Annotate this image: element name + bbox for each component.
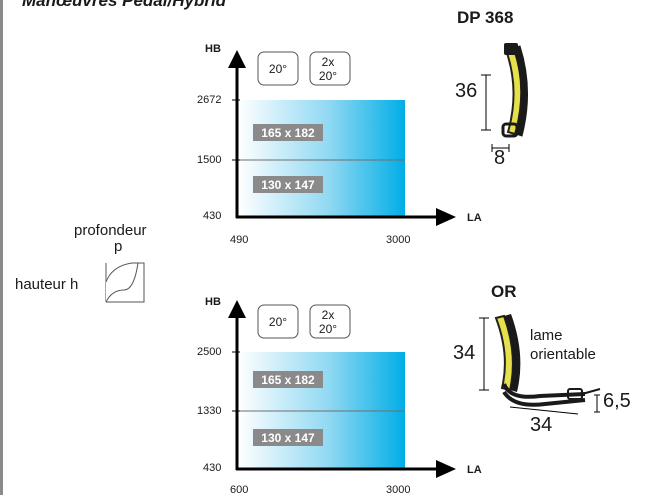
profile-dp368-height: 36 [455,80,478,102]
chart-1-badge-20b-text: 20° [319,69,337,83]
profile-or-height: 34 [453,342,476,364]
chart-2: 20° 2x 20° 165 x 182 130 x 147 [228,300,456,478]
dp368-top-hook [504,43,518,55]
dp368-bottom-hook [501,122,519,138]
chart-2-y-axis-label: HB [205,296,221,308]
chart-1-badge-20-text: 20° [269,62,287,76]
chart-1-zone-label-top-bg [253,124,323,141]
chart-1-zone-label-bottom-bg [253,176,323,193]
chart-1-zone-label-bottom: 130 x 147 [261,178,315,192]
or-slat-foot [502,383,586,399]
chart-2-zone-label-bottom: 130 x 147 [261,431,315,445]
chart-1: 20° 2x 20° 165 x 182 130 x 147 [228,50,456,226]
chart-2-badge-2x-text: 2x [322,308,335,322]
chart-1-x-arrow [436,208,456,226]
chart-2-x-tick-end: 3000 [386,484,411,496]
chart-1-y-tick-mid: 1500 [197,154,222,166]
profile-or-note-line1: lame [530,327,563,344]
or-width-dim-line [509,406,579,415]
chart-1-y-tick-top: 2672 [197,94,222,106]
chart-2-zone-label-top-bg [253,371,323,388]
profile-or-note-line2: orientable [530,346,596,363]
profile-or-drawing [479,314,601,415]
profile-or-title: OR [491,282,517,301]
chart-2-zone-label-top: 165 x 182 [261,373,315,387]
chart-1-badge-2x20: 2x 20° [309,51,351,86]
chart-2-x-tick-start: 600 [230,484,249,496]
chart-1-x-tick-start: 490 [230,234,249,246]
profile-or-width: 34 [530,414,553,436]
chart-2-x-axis-label: LA [467,464,482,476]
or-slat-dark [504,314,521,392]
chart-1-x-axis-label: LA [467,212,482,224]
chart-1-zone-label-top: 165 x 182 [261,126,315,140]
profile-dp368-width: 8 [494,147,506,169]
chart-2-y-tick-top: 2500 [197,346,222,358]
chart-1-x-tick-end: 3000 [386,234,411,246]
chart-2-zone-label-bottom-bg [253,429,323,446]
chart-1-zone [238,100,405,217]
chart-2-x-arrow [436,460,456,478]
profile-dp368-title: DP 368 [457,8,514,27]
chart-2-y-arrow [228,300,246,318]
chart-1-y-tick-bottom: 430 [203,210,222,222]
chart-2-badge-20: 20° [257,304,299,339]
chart-1-y-axis-label: HB [205,43,221,55]
height-label: hauteur h [15,276,79,293]
chart-2-y-tick-bottom: 430 [203,462,222,474]
profile-or-thickness: 6,5 [603,390,631,412]
chart-2-badge-2x20: 2x 20° [309,304,351,339]
chart-1-badge-20: 20° [257,51,299,86]
profile-dp368-drawing [481,43,528,152]
chart-2-y-tick-mid: 1330 [197,405,222,417]
page-title: Manœuvres Pedal/Hybrid [22,0,227,10]
depth-label: profondeur [74,222,147,239]
page-left-rule [0,0,3,495]
chart-2-badge-20b-text: 20° [319,322,337,336]
chart-2-badge-20-text: 20° [269,315,287,329]
dp368-slat-dark [512,45,528,137]
depth-symbol: p [114,238,123,255]
chart-1-y-arrow [228,50,246,68]
chart-1-badge-2x-text: 2x [322,55,335,69]
depth-height-legend-shape [105,262,145,303]
